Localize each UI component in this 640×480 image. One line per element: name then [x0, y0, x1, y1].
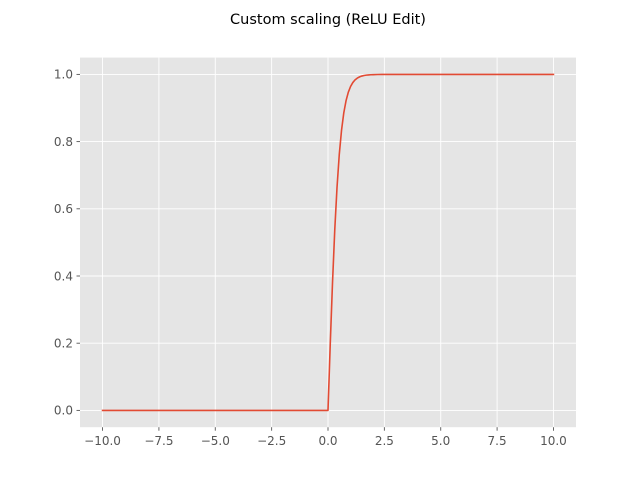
y-tick-label: 0.8	[54, 135, 73, 149]
y-tick-label: 0.6	[54, 202, 73, 216]
x-tick-label: 2.5	[375, 434, 394, 448]
x-tick-label: 10.0	[540, 434, 567, 448]
x-tick-label: −10.0	[84, 434, 121, 448]
x-tick-label: −2.5	[257, 434, 286, 448]
series-line	[101, 73, 555, 412]
x-tick-label: 7.5	[488, 434, 507, 448]
y-tick-label: 0.0	[54, 404, 73, 418]
y-tick-label: 0.4	[54, 269, 73, 283]
y-tick-label: 0.2	[54, 337, 73, 351]
y-axis-ticks: 0.0 0.2 0.4 0.6 0.8 1.0	[54, 68, 80, 418]
x-tick-label: −7.5	[144, 434, 173, 448]
x-axis-ticks: −10.0 −7.5 −5.0 −2.5 0.0 2.5 5.0 7.5 10.0	[84, 427, 567, 448]
series-layer	[101, 73, 555, 412]
y-tick-label: 1.0	[54, 68, 73, 82]
chart-title: Custom scaling (ReLU Edit)	[230, 12, 426, 28]
x-tick-label: 0.0	[318, 434, 337, 448]
x-gridlines	[102, 57, 554, 428]
x-tick-label: 5.0	[431, 434, 450, 448]
x-tick-label: −5.0	[201, 434, 230, 448]
